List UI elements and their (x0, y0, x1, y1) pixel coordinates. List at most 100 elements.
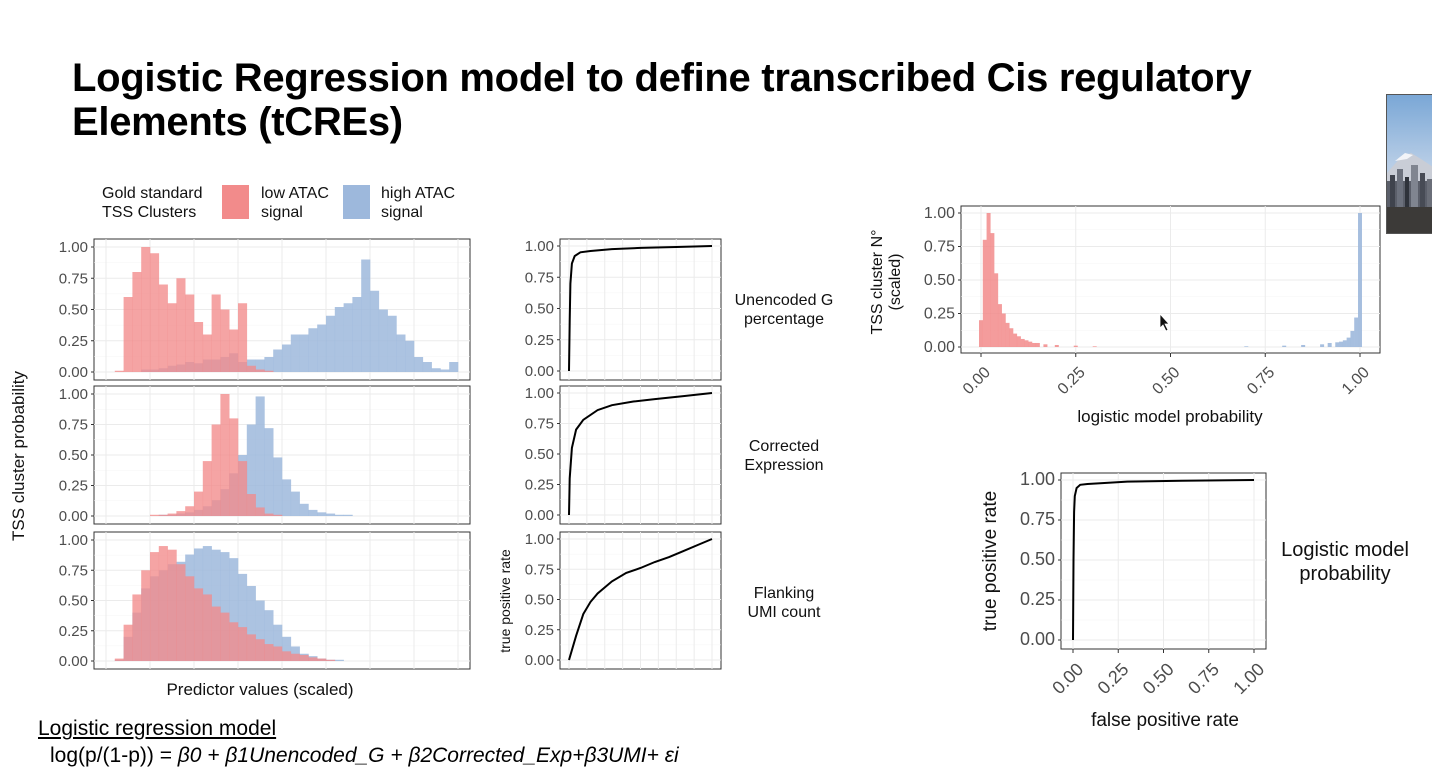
histogram-bar-high-atac (282, 479, 292, 516)
y-tick-label: 0.25 (924, 306, 955, 323)
x-tick-label: 0.00 (960, 364, 994, 398)
histogram-bar-low-atac (986, 213, 991, 347)
histogram-bar-low-atac (185, 294, 195, 372)
histogram-bar-low-atac (1043, 344, 1048, 347)
histogram-bar-high-atac (1339, 341, 1344, 347)
histogram-bar-high-atac (370, 290, 380, 372)
histogram-bar-low-atac (273, 514, 283, 516)
y-tick-label: 1.00 (924, 205, 955, 222)
histogram-bar-low-atac (158, 546, 168, 661)
legend-title-line1: Gold standard (102, 185, 203, 202)
histogram-bar-high-atac (246, 424, 256, 516)
legend-swatch-high (343, 185, 370, 219)
histogram-bar-low-atac (150, 514, 160, 516)
histogram-bar-low-atac (994, 273, 999, 347)
y-tick-label: 1.00 (59, 532, 88, 549)
histogram-bar-high-atac (431, 368, 441, 372)
panel-label-logistic-model: Logistic model probability (1270, 538, 1420, 586)
x-axis-title: false positive rate (1091, 710, 1239, 731)
histogram-bar-low-atac (211, 606, 221, 661)
histogram-bar-low-atac (997, 304, 1002, 347)
histogram-bar-low-atac (1035, 342, 1040, 347)
y-tick-label: 0.75 (525, 269, 554, 286)
x-tick-label: 0.25 (1055, 364, 1089, 398)
presenter-video-thumbnail[interactable] (1386, 94, 1432, 234)
histogram-bar-high-atac (264, 357, 274, 372)
histogram-bar-high-atac (290, 491, 300, 516)
histogram-bar-low-atac (255, 507, 265, 516)
legend-high-line2: signal (381, 204, 423, 221)
histogram-bar-low-atac (202, 461, 212, 516)
model-heading: Logistic regression model (38, 717, 277, 740)
y-tick-label: 0.75 (59, 270, 88, 287)
histogram-bar-low-atac (185, 576, 195, 661)
histogram-bar-high-atac (282, 636, 292, 661)
histogram-bar-high-atac (273, 349, 283, 372)
histogram-bar-low-atac (176, 278, 186, 372)
histogram-bar-low-atac (255, 369, 265, 372)
histogram-bar-high-atac (1320, 344, 1325, 347)
panel-label-line: probability (1299, 563, 1391, 585)
histogram-bar-high-atac (299, 334, 309, 372)
histogram-bar-low-atac (176, 511, 186, 516)
y-tick-label: 1.00 (525, 385, 554, 402)
histogram-bar-low-atac (220, 612, 230, 661)
histogram-bar-low-atac (1032, 342, 1037, 347)
legend-high-line1: high ATAC (381, 185, 456, 202)
histogram-bar-low-atac (255, 639, 265, 661)
histogram-bar-low-atac (220, 394, 230, 516)
y-tick-label: 1.00 (1020, 469, 1055, 489)
histogram-bar-low-atac (317, 658, 327, 661)
y-tick-label: 0.00 (59, 364, 88, 381)
histogram-bar-low-atac (990, 233, 995, 347)
y-tick-label: 0.25 (1020, 589, 1055, 609)
histogram-bar-high-atac (1346, 337, 1351, 347)
histogram-bar-low-atac (290, 653, 300, 661)
histogram-bar-low-atac (141, 247, 151, 372)
y-tick-label: 0.50 (525, 592, 554, 609)
histogram-bar-low-atac (229, 329, 239, 372)
y-tick-label: 1.00 (525, 238, 554, 255)
histogram-bar-high-atac (343, 303, 353, 372)
histogram-bar-low-atac (202, 334, 212, 372)
x-tick-label: 0.25 (1094, 659, 1133, 698)
x-tick-label: 0.00 (1048, 659, 1087, 698)
panel-label-unencoded-g: Unencoded G percentage (722, 291, 846, 329)
histogram-bar-low-atac (238, 627, 248, 661)
histogram-bar-high-atac (343, 514, 353, 516)
y-tick-label: 0.00 (1020, 629, 1055, 649)
y-axis-title: (scaled) (887, 254, 904, 311)
histogram-bar-high-atac (229, 558, 239, 661)
histogram-bar-low-atac (273, 646, 283, 661)
y-tick-label: 0.50 (924, 272, 955, 289)
histogram-bar-high-atac (1327, 342, 1332, 347)
y-tick-label: 0.50 (59, 447, 88, 464)
panel-label-line: percentage (743, 311, 825, 328)
histogram-bar-high-atac (1282, 345, 1287, 347)
x-tick-label: 0.50 (1139, 659, 1178, 698)
x-axis-title: Predictor values (scaled) (166, 680, 353, 699)
histogram-bar-high-atac (1350, 330, 1355, 347)
histogram-bar-low-atac (158, 514, 168, 516)
histogram-bar-low-atac (1024, 340, 1029, 347)
histogram-bar-high-atac (290, 334, 300, 372)
histogram-bar-low-atac (114, 658, 124, 661)
y-tick-label: 0.50 (59, 593, 88, 610)
y-tick-label: 0.25 (59, 623, 88, 640)
histogram-bar-low-atac (229, 418, 239, 516)
x-tick-label: 0.50 (1149, 364, 1183, 398)
histogram-bar-high-atac (405, 340, 415, 372)
histogram-bar-low-atac (211, 424, 221, 516)
histogram-bar-high-atac (414, 357, 424, 372)
histogram-bar-low-atac (246, 494, 256, 516)
histogram-bar-low-atac (299, 654, 309, 661)
y-tick-label: 0.25 (525, 477, 554, 494)
histogram-bar-high-atac (308, 328, 318, 372)
histogram-bar-high-atac (246, 585, 256, 661)
y-axis-title: true positive rate (497, 549, 513, 653)
y-tick-label: 0.00 (924, 339, 955, 356)
y-tick-label: 0.00 (59, 653, 88, 670)
y-axis-title: TSS cluster probability (9, 370, 28, 541)
histogram-bar-low-atac (220, 309, 230, 372)
histogram-bar-low-atac (123, 624, 133, 661)
